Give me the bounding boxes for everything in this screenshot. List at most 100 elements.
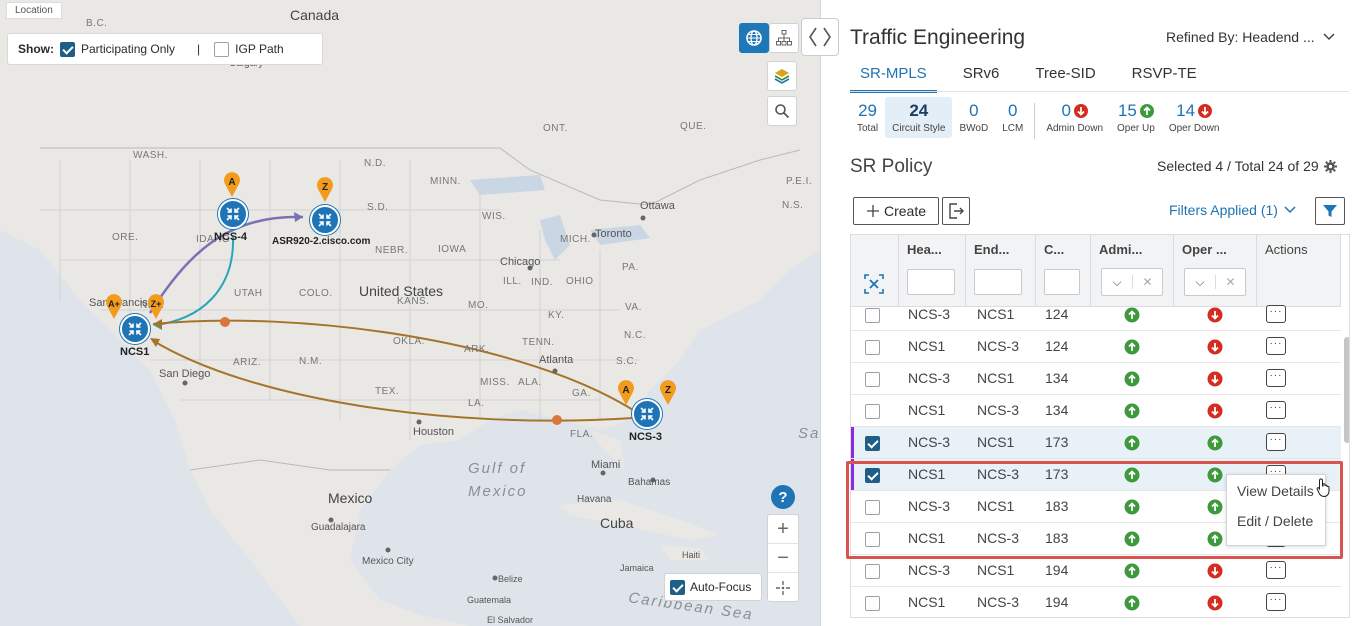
label-miss: MISS. [480, 377, 510, 388]
stat-total-value: 29 [858, 101, 878, 120]
row-checkbox[interactable] [865, 564, 880, 579]
chevron-down-icon [1323, 33, 1335, 41]
help-button[interactable]: ? [771, 485, 795, 509]
stat-oper-up[interactable]: 15 Oper Up [1110, 97, 1162, 138]
refined-by-dropdown[interactable]: Refined By: Headend ... [1166, 29, 1335, 45]
tab-rsvp-te[interactable]: RSVP-TE [1131, 65, 1197, 82]
create-button[interactable]: Create [853, 197, 939, 225]
logical-map-button[interactable] [769, 23, 799, 53]
stat-admin-down[interactable]: 0 Admin Down [1039, 97, 1110, 138]
menu-view-details[interactable]: View Details [1237, 483, 1314, 499]
row-checkbox[interactable] [865, 308, 880, 323]
tab-srv6[interactable]: SRv6 [962, 65, 1000, 82]
layers-icon [774, 69, 790, 84]
col-endpoint[interactable]: End... [966, 235, 1036, 307]
row-actions-button[interactable]: ··· [1266, 337, 1286, 355]
endpoint-filter-input[interactable] [974, 269, 1022, 295]
table-row[interactable]: NCS-3 NCS1 194 ··· [851, 555, 1341, 587]
row-checkbox[interactable] [865, 500, 880, 515]
zoom-out-button[interactable]: − [768, 544, 798, 573]
table-row[interactable]: NCS-3 NCS1 173 ··· [851, 427, 1341, 459]
gear-icon[interactable] [1323, 159, 1338, 174]
status-up-icon [1207, 499, 1223, 518]
row-checkbox[interactable] [865, 468, 880, 483]
stat-bwod[interactable]: 0 BWoD [952, 97, 995, 138]
chevron-down-icon[interactable]: ⌵ [1195, 274, 1205, 289]
row-checkbox[interactable] [865, 532, 880, 547]
col-oper[interactable]: Oper ... ⌵ ✕ [1174, 235, 1257, 307]
table-row[interactable]: NCS1 NCS-3 194 ··· [851, 587, 1341, 617]
map-search-button[interactable] [767, 96, 797, 126]
row-actions-button[interactable]: ··· [1266, 593, 1286, 611]
stat-oper-down[interactable]: 14 Oper Down [1162, 97, 1227, 138]
igp-path-checkbox[interactable] [214, 41, 230, 57]
table-scrollbar[interactable] [1344, 337, 1349, 443]
topology-map[interactable]: Canada United States Mexico Cuba Gulf of… [0, 0, 820, 626]
row-checkbox[interactable] [865, 340, 880, 355]
row-checkbox[interactable] [865, 436, 880, 451]
show-separator: | [197, 42, 201, 56]
participating-only-checkbox[interactable] [60, 41, 75, 57]
tab-tree-sid[interactable]: Tree-SID [1035, 65, 1096, 82]
label-colo: COLO. [299, 288, 333, 299]
highlight-box [846, 461, 1343, 559]
label-belize: Belize [498, 574, 523, 584]
node-asr920[interactable] [310, 205, 340, 235]
crosshair-icon [776, 580, 790, 595]
traffic-engineering-panel: Traffic Engineering Refined By: Headend … [820, 0, 1361, 626]
select-all-icon[interactable] [863, 273, 885, 295]
stat-total[interactable]: 29 Total [850, 97, 885, 138]
clear-icon[interactable]: ✕ [1132, 275, 1162, 289]
status-up-icon [1124, 595, 1140, 614]
zoom-in-button[interactable]: + [768, 515, 798, 544]
table-row[interactable]: NCS1 NCS-3 134 ··· [851, 395, 1341, 427]
col-admin[interactable]: Admi... ⌵ ✕ [1091, 235, 1174, 307]
export-button[interactable] [942, 197, 970, 225]
row-checkbox[interactable] [865, 372, 880, 387]
stat-circuit-style[interactable]: 24 Circuit Style [885, 97, 953, 138]
label-utah: UTAH [234, 288, 263, 299]
label-wis: WIS. [482, 211, 506, 222]
menu-edit-delete[interactable]: Edit / Delete [1237, 513, 1314, 529]
stat-total-caption: Total [857, 123, 879, 134]
table-row[interactable]: NCS1 NCS-3 124 ··· [851, 331, 1341, 363]
auto-focus-toggle[interactable]: Auto-Focus [664, 573, 762, 601]
clear-icon[interactable]: ✕ [1215, 275, 1245, 289]
col-headend[interactable]: Hea... [899, 235, 966, 307]
label-ont: ONT. [543, 123, 568, 134]
node-ncs4[interactable] [218, 199, 248, 229]
stat-lcm[interactable]: 0 LCM [995, 97, 1030, 138]
tab-sr-mpls[interactable]: SR-MPLS [850, 62, 937, 93]
chevron-down-icon[interactable]: ⌵ [1112, 274, 1122, 289]
admin-filter-select[interactable]: ⌵ ✕ [1101, 268, 1163, 296]
color-filter-input[interactable] [1044, 269, 1080, 295]
layers-button[interactable] [767, 61, 797, 91]
node-ncs3[interactable] [632, 399, 662, 429]
table-row[interactable]: NCS-3 NCS1 124 ··· [851, 299, 1341, 331]
node-ncs1[interactable] [120, 314, 150, 344]
geo-map-button[interactable] [739, 23, 769, 53]
recenter-button[interactable] [768, 573, 798, 602]
col-admin-label: Admi... [1099, 242, 1143, 257]
label-bc: B.C. [86, 18, 108, 29]
label-houston: Houston [413, 426, 454, 438]
label-sd: S.D. [367, 202, 389, 213]
panel-collapse-button[interactable] [801, 18, 839, 56]
row-checkbox[interactable] [865, 596, 880, 611]
row-actions-button[interactable]: ··· [1266, 433, 1286, 451]
filters-applied-dropdown[interactable]: Filters Applied (1) [1169, 202, 1296, 218]
auto-focus-checkbox[interactable] [670, 579, 685, 595]
row-actions-button[interactable]: ··· [1266, 401, 1286, 419]
row-checkbox[interactable] [865, 404, 880, 419]
filter-button[interactable] [1315, 197, 1345, 225]
row-actions-button[interactable]: ··· [1266, 561, 1286, 579]
col-color[interactable]: C... [1036, 235, 1091, 307]
row-actions-button[interactable]: ··· [1266, 305, 1286, 323]
headend-filter-input[interactable] [907, 269, 955, 295]
table-row[interactable]: NCS-3 NCS1 134 ··· [851, 363, 1341, 395]
selected-info: Selected 4 / Total 24 of 29 [1157, 158, 1338, 174]
row-actions-button[interactable]: ··· [1266, 369, 1286, 387]
oper-filter-select[interactable]: ⌵ ✕ [1184, 268, 1246, 296]
globe-icon [746, 30, 762, 46]
